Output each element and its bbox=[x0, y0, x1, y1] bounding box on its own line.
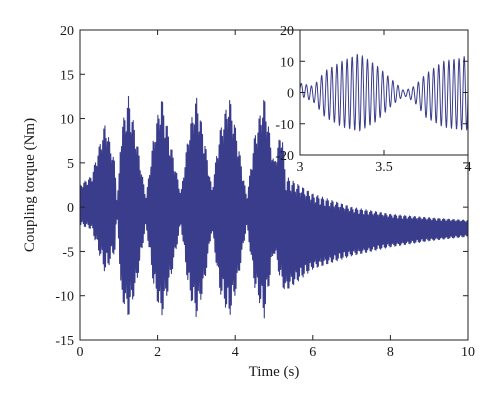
inset-panel: 3 3.5 4 -20 -10 0 10 20 bbox=[275, 24, 471, 175]
inset-y-tick-label: -20 bbox=[275, 149, 294, 164]
main-y-tick-label: -10 bbox=[55, 290, 74, 305]
inset-y-tick-label: 10 bbox=[280, 55, 294, 70]
main-y-tick-label: 15 bbox=[60, 68, 74, 83]
inset-x-tick-label: 3.5 bbox=[375, 160, 393, 175]
main-x-tick-label: 6 bbox=[309, 345, 316, 360]
main-y-axis-label: Coupling torque (Nm) bbox=[22, 118, 38, 252]
main-plot-frame bbox=[79, 29, 469, 341]
main-y-tick-label: 10 bbox=[60, 113, 74, 128]
main-y-tick-label: 5 bbox=[67, 157, 74, 172]
main-panel: 0 2 4 6 8 10 -15 -10 -5 0 5 10 15 20 Time (s) Coupling … bbox=[22, 24, 475, 380]
main-y-tick-label: 0 bbox=[67, 201, 74, 216]
main-series-0-line bbox=[80, 95, 468, 319]
main-y-tick-label: -15 bbox=[55, 334, 74, 349]
main-x-tick-label: 4 bbox=[232, 345, 239, 360]
inset-x-tick-label: 3 bbox=[297, 160, 304, 175]
inset-series-0-line bbox=[300, 53, 468, 132]
main-y-tick-label: -5 bbox=[62, 245, 74, 260]
inset-x-tick-label: 4 bbox=[465, 160, 472, 175]
main-x-tick-label: 8 bbox=[387, 345, 394, 360]
main-x-tick-label: 10 bbox=[461, 345, 475, 360]
inset-y-tick-label: 0 bbox=[287, 87, 294, 102]
inset-y-tick-label: 20 bbox=[280, 24, 294, 39]
main-x-tick-label: 2 bbox=[154, 345, 161, 360]
main-x-tick-label: 0 bbox=[77, 345, 84, 360]
main-y-tick-label: 20 bbox=[60, 24, 74, 39]
main-x-axis-label: Time (s) bbox=[249, 364, 300, 380]
inset-y-tick-label: -10 bbox=[275, 118, 294, 133]
